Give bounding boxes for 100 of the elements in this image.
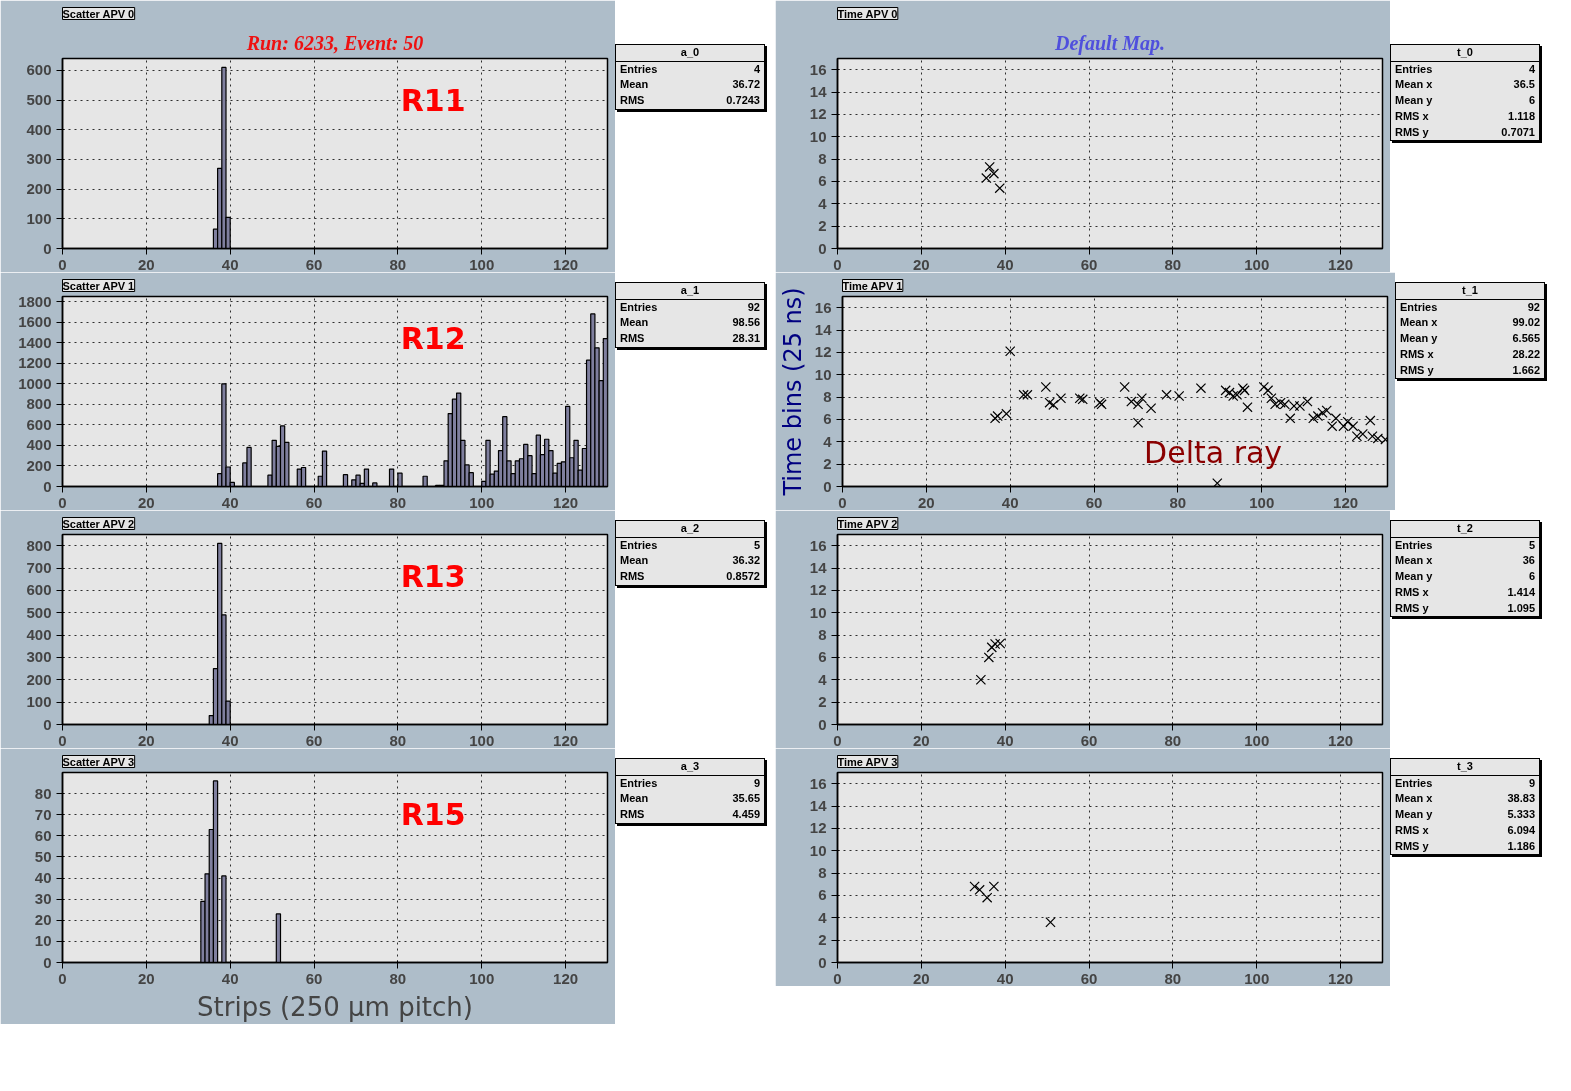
x-tick-label: 80 — [389, 731, 407, 749]
text: 28.31 — [731, 331, 761, 347]
y-tick-label: 0 — [818, 239, 827, 257]
chart-subtitle: Default Map. — [1054, 31, 1165, 55]
text: 6.094 — [1506, 822, 1536, 838]
text: 4 — [1527, 61, 1536, 77]
text: Entries — [619, 61, 659, 77]
y-tick-label: 700 — [26, 559, 52, 577]
text: Entries — [619, 775, 659, 791]
y-tick-label: 16 — [814, 298, 832, 316]
text: 36.32 — [731, 553, 761, 569]
text: 35.65 — [731, 791, 761, 807]
chart-title: Time APV 3 — [837, 755, 898, 768]
text: a_1 — [616, 283, 764, 300]
text: Entries — [619, 537, 659, 553]
text: t_3 — [1391, 759, 1539, 776]
y-tick-label: 6 — [818, 648, 827, 666]
text: RMS y — [1394, 600, 1430, 616]
x-tick-label: 0 — [838, 493, 847, 511]
text: RMS y — [1399, 362, 1435, 378]
y-tick-label: 400 — [26, 626, 52, 644]
y-tick-label: 4 — [818, 194, 828, 212]
annotation: R15 — [400, 796, 466, 832]
x-tick-label: 40 — [221, 969, 239, 987]
x-tick-label: 80 — [389, 255, 407, 273]
x-tick-label: 100 — [469, 969, 495, 987]
x-tick-label: 80 — [389, 969, 407, 987]
text: Entries — [619, 299, 659, 315]
chart-title: Scatter APV 2 — [62, 517, 135, 530]
y-tick-label: 800 — [26, 536, 52, 554]
x-tick-label: 80 — [389, 493, 407, 511]
text: 6.565 — [1511, 331, 1541, 347]
y-tick-label: 16 — [809, 536, 827, 554]
y-tick-label: 12 — [809, 105, 827, 123]
x-tick-label: 100 — [1244, 255, 1270, 273]
text: 1.118 — [1507, 108, 1536, 124]
text: RMS — [619, 93, 646, 109]
text: 36 — [1521, 553, 1536, 569]
y-tick-label: 6 — [818, 172, 827, 190]
x-tick-label: 120 — [553, 255, 579, 273]
y-tick-label: 10 — [809, 841, 827, 859]
text: 4 — [752, 61, 761, 77]
y-tick-label: 2 — [818, 931, 827, 949]
y-tick-label: 50 — [34, 847, 52, 865]
y-tick-label: 80 — [34, 784, 52, 802]
x-tick-label: 40 — [996, 731, 1014, 749]
text: Mean x — [1394, 77, 1434, 93]
x-tick-label: 20 — [138, 731, 155, 749]
annotation: R12 — [400, 320, 466, 356]
y-tick-label: 10 — [809, 603, 827, 621]
text: 1.186 — [1506, 838, 1536, 854]
y-tick-label: 300 — [26, 648, 52, 666]
x-tick-label: 60 — [305, 731, 323, 749]
text: a_3 — [616, 759, 764, 776]
y-tick-label: 12 — [809, 819, 827, 837]
text: 1.662 — [1511, 362, 1541, 378]
x-tick-label: 120 — [553, 731, 579, 749]
y-tick-label: 16 — [809, 774, 827, 792]
x-tick-label: 120 — [1333, 493, 1359, 511]
x-tick-label: 120 — [1328, 731, 1354, 749]
text: 36.5 — [1512, 77, 1536, 93]
text: 36.72 — [731, 77, 761, 93]
x-tick-label: 100 — [1249, 493, 1275, 511]
text: RMS — [619, 807, 646, 823]
y-tick-label: 10 — [814, 365, 832, 383]
x-tick-label: 20 — [138, 255, 155, 273]
text: RMS x — [1399, 346, 1435, 362]
y-tick-label: 1000 — [18, 374, 52, 392]
x-tick-label: 80 — [1169, 493, 1187, 511]
y-tick-label: 600 — [26, 415, 52, 433]
x-tick-label: 60 — [1080, 969, 1098, 987]
y-tick-label: 8 — [823, 388, 832, 406]
text: 5 — [752, 537, 761, 553]
y-tick-label: 300 — [26, 150, 52, 168]
annotation: R11 — [400, 82, 466, 118]
y-tick-label: 600 — [26, 581, 52, 599]
y-tick-label: 200 — [26, 180, 52, 198]
y-tick-label: 4 — [818, 908, 828, 926]
chart-title: Scatter APV 3 — [62, 755, 135, 768]
text: 0.8572 — [725, 569, 761, 585]
chart-title: Time APV 0 — [837, 7, 898, 20]
chart-subtitle: Run: 6233, Event: 50 — [245, 31, 424, 54]
x-tick-label: 20 — [918, 493, 935, 511]
x-tick-label: 20 — [913, 731, 930, 749]
y-tick-label: 500 — [26, 91, 52, 109]
y-tick-label: 16 — [809, 60, 827, 78]
y-tick-label: 8 — [818, 150, 827, 168]
x-tick-label: 0 — [58, 731, 67, 749]
x-tick-label: 60 — [1080, 731, 1098, 749]
x-tick-label: 60 — [1080, 255, 1098, 273]
x-tick-label: 40 — [996, 969, 1014, 987]
text: RMS — [619, 331, 646, 347]
y-tick-label: 0 — [43, 239, 52, 257]
y-tick-label: 14 — [809, 559, 828, 577]
x-tick-label: 20 — [138, 969, 155, 987]
text: a_0 — [616, 45, 764, 62]
y-tick-label: 100 — [26, 693, 52, 711]
y-tick-label: 14 — [809, 83, 828, 101]
text: Mean y — [1394, 807, 1434, 823]
y-tick-label: 2 — [818, 217, 827, 235]
